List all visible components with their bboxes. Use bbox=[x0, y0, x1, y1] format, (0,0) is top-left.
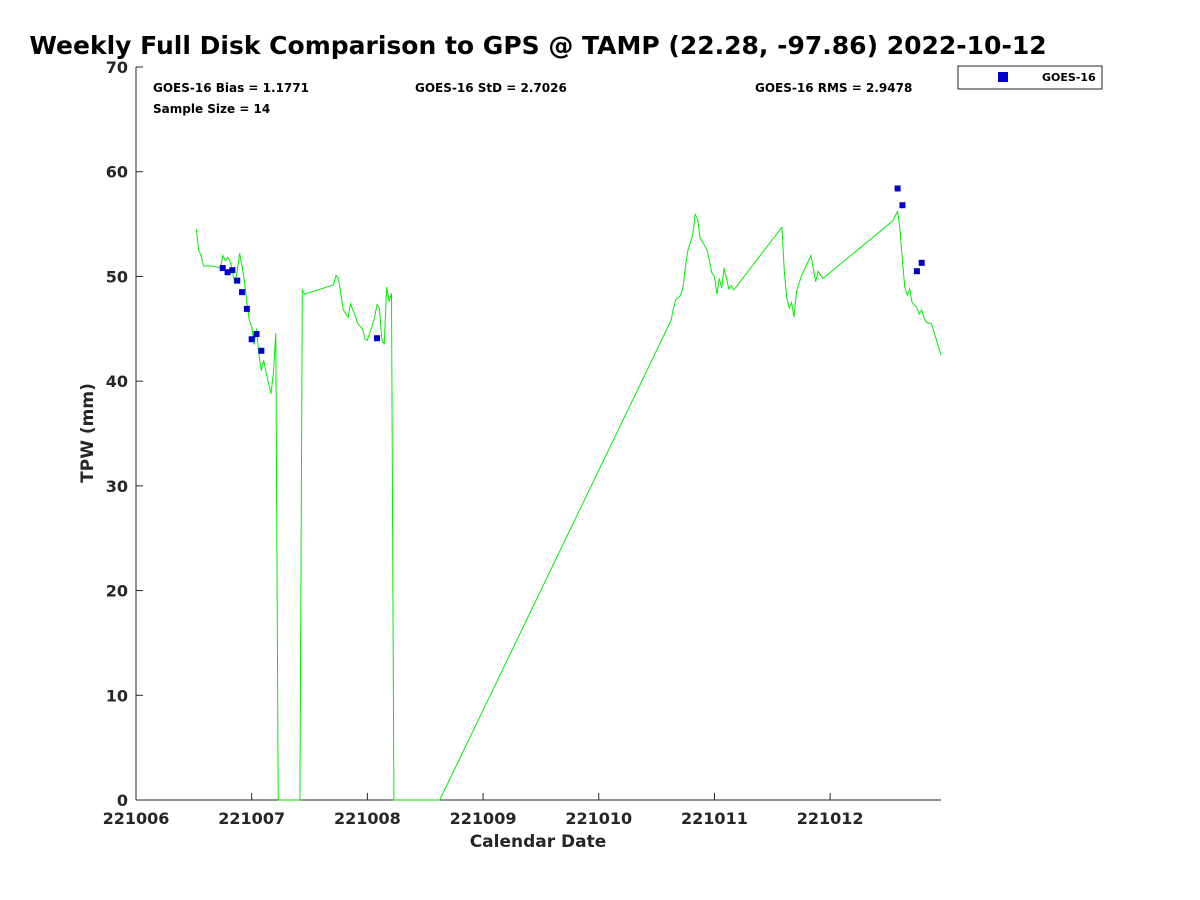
goes16-point bbox=[374, 335, 381, 342]
x-tick-label: 221010 bbox=[565, 809, 632, 828]
goes16-point bbox=[239, 289, 246, 296]
y-tick-label: 30 bbox=[106, 477, 128, 496]
y-axis-label: TPW (mm) bbox=[78, 383, 98, 483]
chart-title: Weekly Full Disk Comparison to GPS @ TAM… bbox=[29, 31, 1046, 60]
y-tick-label: 50 bbox=[106, 267, 128, 286]
x-tick-label: 221011 bbox=[681, 809, 748, 828]
legend: GOES-16 bbox=[957, 65, 1103, 90]
std-stat: GOES-16 StD = 2.7026 bbox=[415, 81, 567, 95]
legend-marker-goes16 bbox=[998, 72, 1008, 82]
x-axis-label: Calendar Date bbox=[470, 832, 607, 852]
y-tick-label: 60 bbox=[106, 163, 128, 182]
goes16-point bbox=[219, 265, 226, 272]
goes16-point bbox=[234, 277, 241, 284]
x-tick-label: 221012 bbox=[797, 809, 864, 828]
y-tick-label: 40 bbox=[106, 372, 128, 391]
legend-label-goes16: GOES-16 bbox=[1042, 71, 1096, 84]
goes16-point bbox=[248, 336, 255, 343]
goes16-point bbox=[918, 259, 925, 266]
gps-tpw-line bbox=[195, 209, 942, 801]
goes16-point bbox=[258, 347, 265, 354]
y-tick-label: 0 bbox=[117, 791, 128, 810]
goes16-point bbox=[894, 185, 901, 192]
plot-area bbox=[136, 67, 941, 800]
sample-size-stat: Sample Size = 14 bbox=[153, 102, 270, 116]
y-tick-label: 10 bbox=[106, 686, 128, 705]
x-tick-label: 221008 bbox=[334, 809, 401, 828]
y-ticks: 0 10 20 30 40 50 60 70 bbox=[106, 58, 143, 810]
bias-stat: GOES-16 Bias = 1.1771 bbox=[153, 81, 309, 95]
rms-stat: GOES-16 RMS = 2.9478 bbox=[755, 81, 912, 95]
goes16-point bbox=[913, 268, 920, 275]
goes16-point bbox=[243, 305, 250, 312]
goes16-point bbox=[229, 267, 236, 274]
x-tick-label: 221009 bbox=[450, 809, 517, 828]
y-tick-label: 20 bbox=[106, 582, 128, 601]
x-tick-label: 221006 bbox=[103, 809, 170, 828]
y-tick-label: 70 bbox=[106, 58, 128, 77]
x-ticks: 221006 221007 221008 221009 221010 221011 2210… bbox=[103, 793, 864, 828]
legend-box bbox=[957, 65, 1103, 90]
goes16-point bbox=[899, 202, 906, 209]
x-tick-label: 221007 bbox=[218, 809, 285, 828]
goes16-point bbox=[253, 331, 260, 338]
goes16-point bbox=[224, 269, 231, 276]
series-layer bbox=[195, 185, 942, 801]
